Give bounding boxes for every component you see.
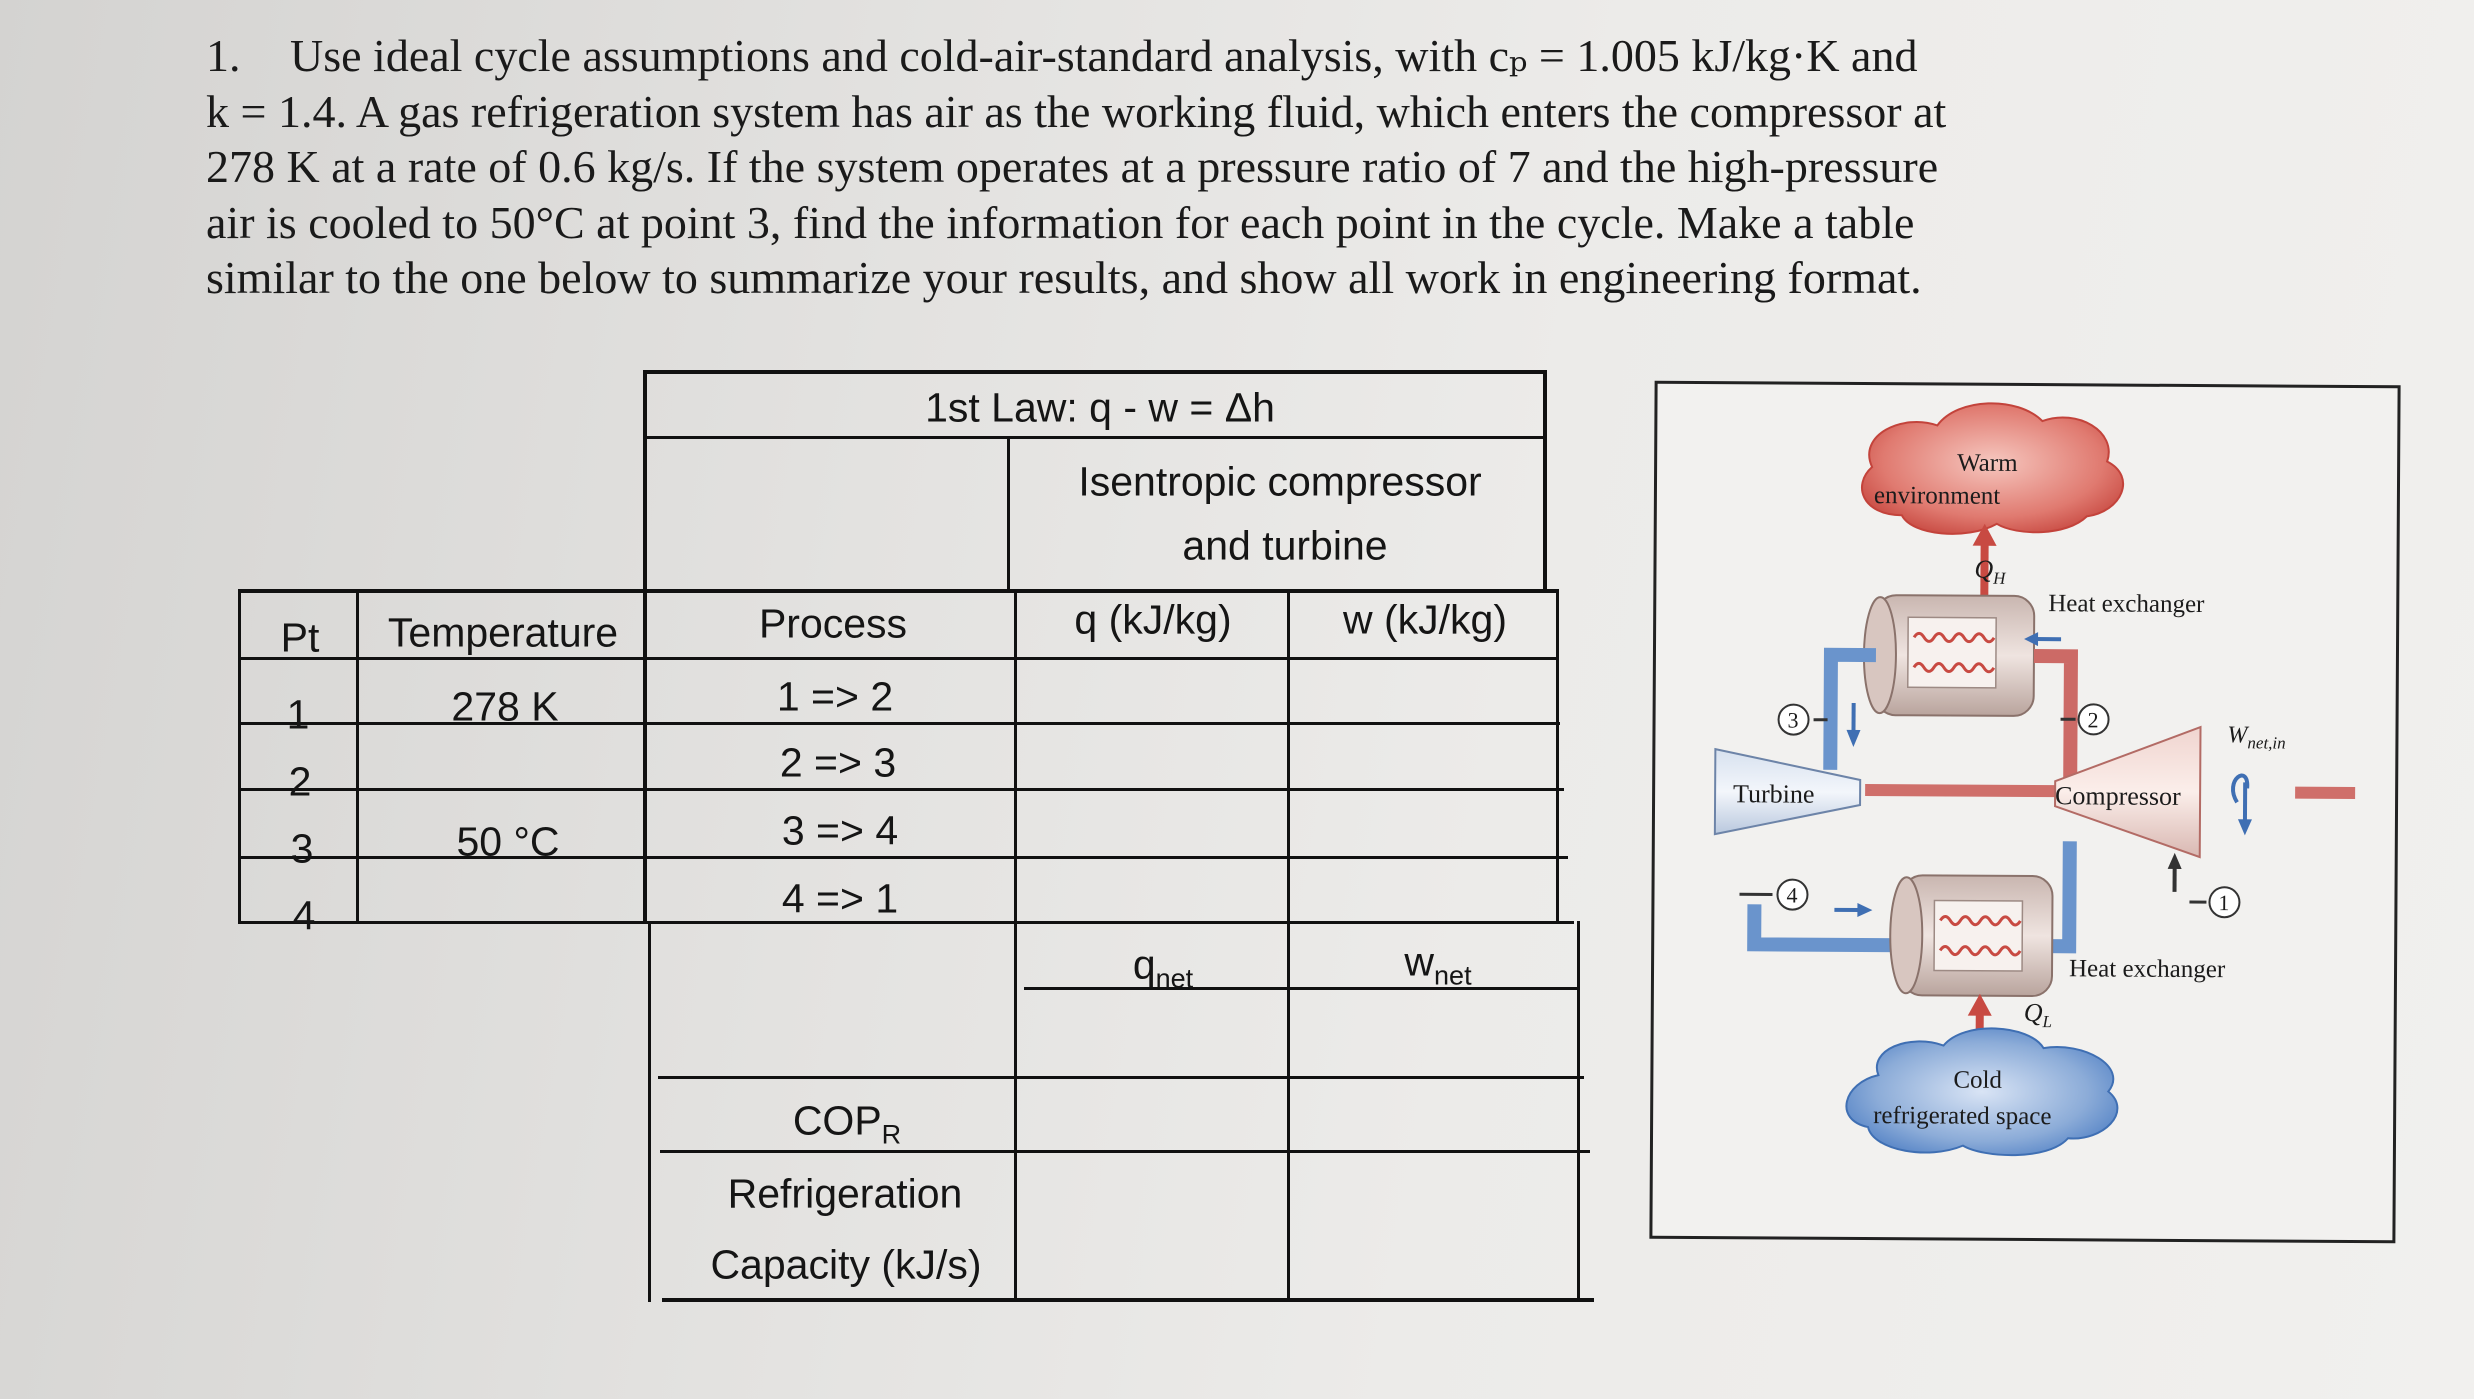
svg-text:2: 2 — [2087, 707, 2098, 732]
wnet-in-label: Wnet,in — [2227, 722, 2285, 752]
compressor-label: Compressor — [2055, 781, 2181, 811]
warm-environment-line1: Warm — [1957, 450, 2018, 477]
isentropic-label-line1: Isentropic compressor — [1078, 458, 1482, 505]
wnet-label: wnet — [1404, 938, 1472, 991]
table-rule — [660, 1150, 1590, 1153]
table-rule — [1556, 589, 1559, 924]
table-rule — [356, 589, 359, 924]
row-2-process: 2 => 3 — [779, 739, 897, 786]
point-4-marker: 4 — [1739, 878, 1873, 917]
bottom-heat-exchanger — [1889, 874, 2054, 998]
table-rule — [1014, 589, 1017, 1302]
table-rule — [643, 436, 1547, 439]
row-1-temperature: 278 K — [451, 683, 559, 730]
qh-arrow — [1972, 523, 1997, 598]
row-1-process: 1 => 2 — [776, 673, 894, 720]
refrigeration-label-line2: Capacity (kJ/s) — [710, 1241, 982, 1288]
table-rule — [643, 370, 647, 924]
heat-exchanger-top-label: Heat exchanger — [2048, 590, 2205, 618]
isentropic-label-line2: and turbine — [1182, 522, 1388, 569]
table-rule — [238, 589, 241, 924]
table-rule — [238, 921, 1574, 924]
table-rule — [1577, 921, 1580, 1302]
problem-line-5: similar to the one below to summarize yo… — [206, 252, 1922, 303]
svg-text:1: 1 — [2218, 890, 2229, 915]
header-temperature: Temperature — [387, 609, 619, 656]
cold-space-line2: refrigerated space — [1873, 1102, 2052, 1130]
table-rule — [238, 657, 1558, 660]
row-3-process: 3 => 4 — [781, 807, 899, 854]
warm-pipes — [1747, 647, 2356, 954]
turbine — [1713, 747, 1862, 836]
problem-line-4: air is cooled to 50°C at point 3, find t… — [206, 196, 1915, 248]
cold-refrigerated-space-cloud — [1845, 1027, 2119, 1157]
row-4-pt: 4 — [292, 892, 316, 939]
compressor — [2054, 725, 2202, 859]
row-3-temperature: 50 °C — [456, 818, 560, 865]
first-law-title: 1st Law: q - w = Δh — [925, 384, 1275, 431]
point-1-marker: 1 — [2167, 852, 2241, 919]
top-heat-exchanger — [1862, 594, 2036, 717]
table-rule — [238, 589, 1556, 593]
svg-text:3: 3 — [1787, 708, 1798, 733]
svg-text:4: 4 — [1786, 883, 1797, 908]
heat-exchanger-bottom-label: Heat exchanger — [2069, 955, 2226, 983]
refrigeration-cycle-diagram: Warm environment QH Heat exchanger — [1649, 380, 2401, 1244]
warm-environment-cloud — [1861, 402, 2125, 535]
table-rule — [648, 921, 651, 1302]
problem-line-2: k = 1.4. A gas refrigeration system has … — [206, 85, 1947, 137]
ql-label: QL — [2024, 998, 2052, 1031]
work-input-arrow — [2231, 773, 2252, 836]
warm-environment-line2: environment — [1874, 482, 2001, 510]
header-q: q (kJ/kg) — [1074, 596, 1232, 643]
row-2-pt: 2 — [288, 758, 312, 805]
header-w: w (kJ/kg) — [1343, 596, 1507, 643]
table-rule — [662, 1298, 1594, 1302]
qh-label: QH — [1974, 555, 2007, 588]
problem-line-1: 1. Use ideal cycle assumptions and cold-a… — [206, 28, 2356, 84]
table-rule — [1543, 370, 1547, 592]
table-rule — [238, 856, 1568, 859]
cold-space-line1: Cold — [1953, 1067, 2002, 1094]
qnet-label: qnet — [1132, 941, 1194, 994]
top-hx-flow-arrow — [2024, 632, 2062, 647]
turbine-label: Turbine — [1733, 779, 1815, 808]
problem-statement: 1. Use ideal cycle assumptions and cold-a… — [206, 28, 2356, 306]
row-4-process: 4 => 1 — [781, 875, 899, 922]
table-rule — [1024, 987, 1580, 990]
table-rule — [238, 788, 1564, 791]
row-1-pt: 1 — [286, 691, 310, 738]
header-pt: Pt — [280, 614, 320, 661]
table-rule — [1007, 436, 1010, 590]
table-rule — [1287, 589, 1290, 1302]
problem-number: 1. — [206, 30, 241, 81]
table-rule — [658, 1076, 1584, 1079]
table-rule — [238, 722, 1560, 725]
row-3-pt: 3 — [290, 825, 314, 872]
problem-line-3: 278 K at a rate of 0.6 kg/s. If the syst… — [206, 141, 1939, 192]
point-3-marker: 3 — [1777, 702, 1861, 747]
cop-label: COPR — [792, 1097, 902, 1150]
point-2-marker: 2 — [2060, 703, 2110, 736]
refrigeration-label-line1: Refrigeration — [727, 1170, 963, 1217]
table-rule — [643, 370, 1547, 374]
header-process: Process — [758, 600, 908, 647]
